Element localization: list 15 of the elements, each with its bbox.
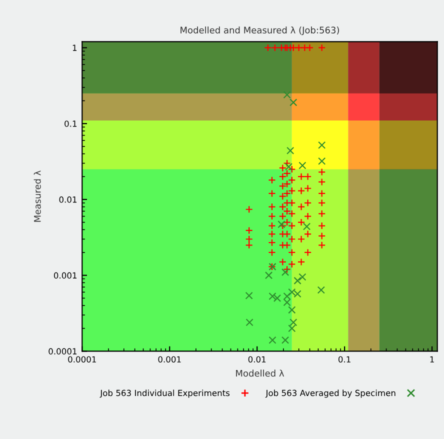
y-tick-label: 0.0001	[48, 348, 77, 354]
x-tick-label: 0.0001	[68, 356, 96, 363]
x-tick-label: 0.1	[338, 356, 350, 363]
x-axis-title: Modelled λ	[236, 370, 284, 377]
y-axis-title: Measured λ	[34, 170, 41, 222]
y-tick-label: 0.001	[54, 272, 77, 279]
legend-label: Job 563 Individual Experiments	[100, 390, 230, 398]
x-tick-label: 1	[430, 356, 434, 362]
legend-label: Job 563 Averaged by Specimen	[265, 390, 396, 398]
y-tick-label: 0.01	[59, 196, 77, 203]
chart-title: Modelled and Measured λ (Job:563)	[180, 26, 339, 36]
y-tick-label: 0.1	[64, 120, 77, 127]
x-tick-label: 0.001	[158, 356, 181, 363]
y-tick-label: 1	[72, 44, 77, 51]
x-tick-label: 0.01	[248, 356, 266, 363]
